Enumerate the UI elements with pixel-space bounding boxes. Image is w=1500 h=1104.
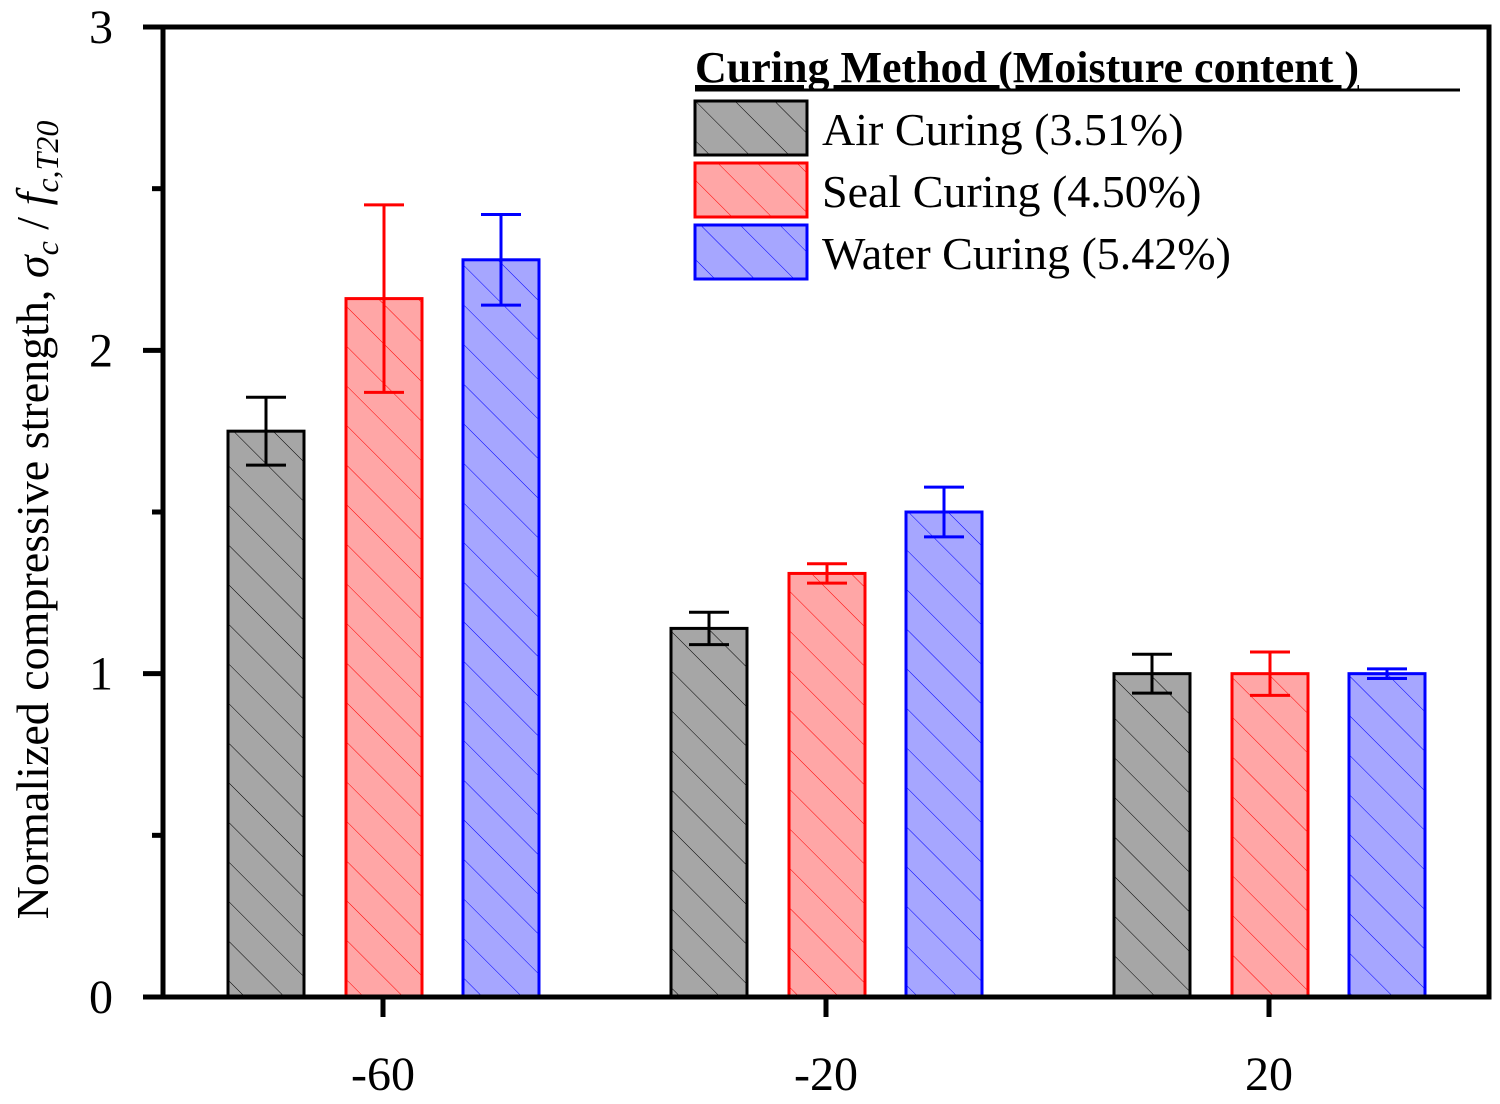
axes-layer: 0 1 2 3 -60 -20 20 <box>89 1 1492 1101</box>
legend-swatch-outline <box>693 223 809 281</box>
legend-label: Air Curing (3.51%) <box>822 104 1184 155</box>
y-axis-label: Normalized compressive strength, σc / fc… <box>7 121 65 920</box>
bar-outline <box>669 626 749 999</box>
bar-outline <box>1112 672 1192 999</box>
x-tick-label: 20 <box>1245 1048 1293 1099</box>
legend: Curing Method (Moisture content ) Air Cu… <box>693 43 1460 281</box>
bar-outline <box>226 429 306 999</box>
bar-outline <box>461 258 541 999</box>
y-tick-label: 0 <box>89 971 113 1024</box>
y-tick-label: 2 <box>89 324 113 377</box>
legend-label: Water Curing (5.42%) <box>822 228 1231 279</box>
legend-swatch-outline <box>693 99 809 157</box>
bar-outline <box>904 510 984 999</box>
legend-title: Curing Method (Moisture content ) <box>695 43 1359 92</box>
y-tick-label: 1 <box>89 648 113 701</box>
bar-outline <box>1347 672 1427 999</box>
legend-swatch-outline <box>693 161 809 219</box>
y-tick-label: 3 <box>89 1 113 54</box>
bars-layer <box>226 203 1427 999</box>
legend-label: Seal Curing (4.50%) <box>822 166 1201 217</box>
x-tick-label: -60 <box>351 1048 415 1099</box>
bar-outline <box>787 571 867 999</box>
x-tick-label: -20 <box>794 1048 858 1099</box>
bar-outline <box>1230 672 1310 999</box>
bar-outline <box>344 297 424 999</box>
